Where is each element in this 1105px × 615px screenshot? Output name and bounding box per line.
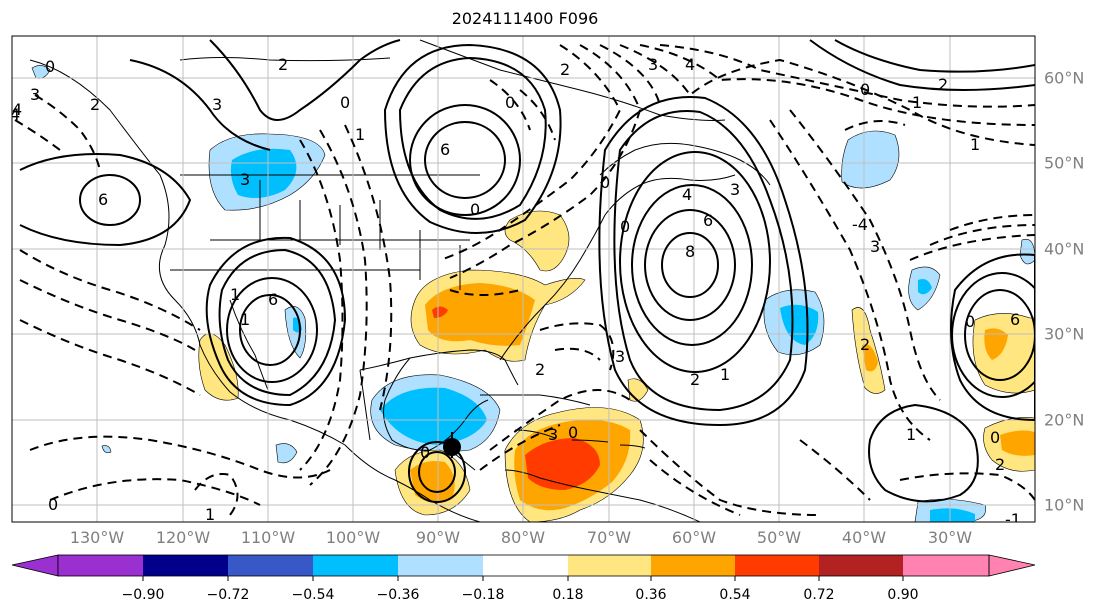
contour-label: 0	[860, 80, 870, 99]
contour-label: 3	[870, 237, 880, 256]
lon-label: 60°W	[671, 528, 717, 547]
contour-label: 0	[48, 495, 58, 514]
contour-label: 3	[212, 95, 222, 114]
lon-label: 90°W	[415, 528, 461, 547]
colorbar-label: 0.54	[719, 587, 751, 603]
contour-label: 0	[990, 428, 1000, 447]
contour-label: 4	[12, 100, 22, 119]
colorbar-segment	[398, 555, 483, 576]
lat-label: 10°N	[1044, 495, 1085, 515]
contour-label: 6	[268, 290, 278, 309]
colorbar-label: 0.72	[803, 587, 835, 603]
contour-label: 1	[720, 365, 730, 384]
negative-contours	[14, 44, 1035, 516]
contour-label: 1	[205, 505, 215, 524]
contour-label: 6	[440, 140, 450, 159]
lat-label: 60°N	[1044, 68, 1085, 88]
lon-label: 120°W	[155, 528, 211, 547]
contour-label: 1	[355, 125, 365, 144]
colorbar-label: 0.90	[887, 587, 919, 603]
colorbar-label: 0.36	[635, 587, 667, 603]
lon-label: 100°W	[325, 528, 381, 547]
colorbar-segment	[651, 555, 735, 576]
contour-label: 2	[560, 60, 570, 79]
contour-label: 2	[278, 55, 288, 74]
colorbar-label: 0.18	[552, 587, 584, 603]
colorbar-label: −0.36	[376, 587, 420, 603]
colorbar-min-arrow	[11, 554, 59, 577]
contour-label: 0	[420, 443, 430, 462]
colorbar-segment	[228, 555, 313, 576]
colorbar-max-arrow	[988, 554, 1036, 577]
contour-label: 0	[340, 93, 350, 112]
contour-label: 4	[10, 105, 20, 124]
lon-label: 110°W	[240, 528, 296, 547]
contour-label: 1	[230, 285, 240, 304]
colorbar-segment	[143, 555, 228, 576]
contour-label: 2	[90, 95, 100, 114]
colorbar-segment	[483, 555, 568, 576]
contour-label: 1	[912, 93, 922, 112]
contour-label: 0	[45, 57, 55, 76]
contour-label: 0	[505, 93, 515, 112]
lat-label: 30°N	[1044, 324, 1085, 344]
colorbar-segment	[819, 555, 903, 576]
contour-label: 2	[938, 75, 948, 94]
map-title: 2024111400 F096	[451, 9, 599, 28]
contour-label: 2	[690, 370, 700, 389]
contour-label: 3	[548, 425, 558, 444]
lat-label: 20°N	[1044, 410, 1085, 430]
lon-label: 50°W	[756, 528, 802, 547]
contour-label: 6	[1010, 310, 1020, 329]
contour-label: 3	[648, 55, 658, 74]
colorbar-segment	[735, 555, 819, 576]
contour-label: 0	[568, 423, 578, 442]
contour-label: 1	[970, 135, 980, 154]
coastlines	[29, 39, 771, 522]
contour-label: -4	[852, 215, 868, 234]
colorbar-label: −0.72	[206, 587, 250, 603]
contour-label: 3	[30, 85, 40, 104]
contour-label: 3	[615, 347, 625, 366]
contour-label: 0	[600, 173, 610, 192]
contour-label: 6	[703, 211, 713, 230]
lon-label: 30°W	[927, 528, 973, 547]
contour-labels: 8 6 4 6 6 6 3 2 2 0 4 0 6 2 1 3 1 0 2 1 …	[10, 55, 1021, 529]
contour-label: 8	[685, 242, 695, 261]
contour-label: 0	[965, 312, 975, 331]
contour-label: 3	[240, 170, 250, 189]
contour-label: 4	[682, 185, 692, 204]
contour-label: 4	[685, 55, 695, 74]
contour-label: 1	[240, 310, 250, 329]
colorbar	[11, 554, 1036, 581]
contour-label: -1	[1005, 510, 1021, 529]
colorbar-label: −0.54	[291, 587, 335, 603]
lon-label: 130°W	[69, 528, 125, 547]
colorbar-segment	[903, 555, 989, 576]
lon-label: 80°W	[500, 528, 546, 547]
contour-label: 2	[995, 455, 1005, 474]
contour-label: 2	[535, 360, 545, 379]
colorbar-segment	[313, 555, 398, 576]
contour-label: 0	[470, 200, 480, 219]
contour-label: 3	[730, 180, 740, 199]
contour-label: 0	[620, 217, 630, 236]
contour-label: 2	[860, 335, 870, 354]
lon-label: 40°W	[841, 528, 887, 547]
lat-label: 40°N	[1044, 239, 1085, 259]
lat-label: 50°N	[1044, 153, 1085, 173]
contour-label: 1	[906, 425, 916, 444]
contour-label: 6	[98, 190, 108, 209]
map-frame	[11, 35, 1036, 523]
colorbar-label: −0.18	[461, 587, 505, 603]
storm-marker	[443, 432, 461, 458]
colorbar-segment	[58, 555, 143, 576]
colorbar-segment	[568, 555, 651, 576]
lon-label: 70°W	[586, 528, 632, 547]
colorbar-label: −0.90	[121, 587, 165, 603]
positive-contours	[19, 39, 1035, 503]
